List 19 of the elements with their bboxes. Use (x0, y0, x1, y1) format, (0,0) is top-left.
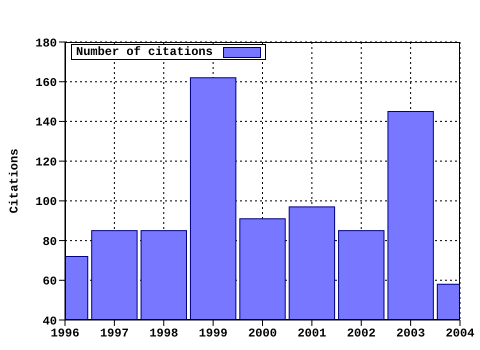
y-tick-label: 80 (42, 234, 57, 249)
y-tick-label: 40 (42, 314, 57, 328)
x-tick-label: 1997 (100, 326, 129, 341)
x-tick-label: 2000 (248, 326, 277, 341)
x-tick-label: 2003 (396, 326, 426, 341)
y-tick-label: 120 (35, 155, 57, 170)
x-tick-label: 1996 (50, 326, 80, 341)
y-tick-label: 140 (35, 116, 57, 130)
x-tick-label: 2004 (446, 326, 474, 341)
x-tick-label: 2001 (297, 326, 326, 341)
y-axis-title: Citations (7, 148, 22, 214)
x-tick-label: 2002 (346, 326, 376, 341)
y-tick-label: 60 (42, 274, 57, 289)
x-tick-label: 1998 (149, 326, 178, 341)
legend-label: Number of citations (76, 45, 213, 59)
y-tick-label: 160 (35, 76, 57, 90)
x-tick-label: 1999 (198, 326, 228, 341)
y-tick-label: 100 (35, 195, 57, 210)
y-tick-label: 180 (35, 36, 57, 50)
